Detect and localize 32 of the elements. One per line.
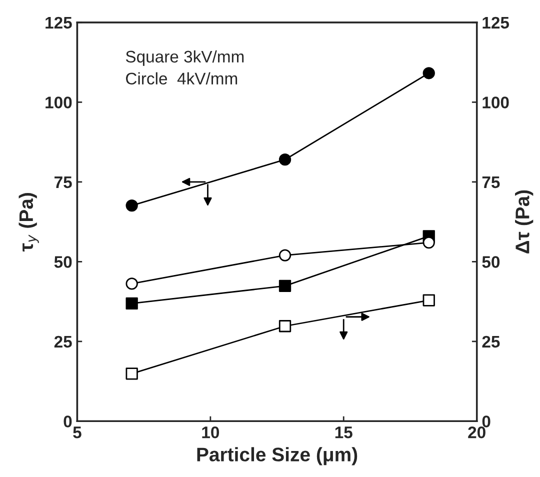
x-tick-label: 15	[335, 426, 352, 438]
y-tick-label: 100	[46, 96, 72, 108]
y2-tick-label: 75	[482, 176, 500, 188]
x-tick-label: 10	[202, 426, 220, 438]
y-tick-label: 0	[64, 416, 72, 428]
point	[278, 280, 292, 292]
y2-tick-label: 50	[482, 256, 500, 268]
annotation: Square 3kV/mm	[126, 50, 244, 66]
y2-tick-label: 0	[482, 416, 490, 428]
annotation: Circle 4kV/mm	[126, 72, 238, 85]
point	[278, 320, 292, 332]
y-tick-label: 75	[54, 176, 72, 188]
point	[126, 199, 138, 212]
point	[126, 297, 138, 310]
point	[278, 249, 292, 262]
x-tick-label: 5	[73, 426, 82, 438]
point	[422, 294, 435, 306]
point	[278, 154, 292, 166]
y2-axis-title: Δτ (Pa)	[515, 190, 534, 254]
x-tick-label: 20	[468, 426, 486, 438]
y-tick-label: 25	[54, 336, 72, 348]
y2-tick-label: 100	[482, 96, 509, 108]
y-tick-label: 50	[54, 256, 72, 268]
point	[422, 236, 435, 249]
x-axis-title: Particle Size (μm)	[197, 447, 358, 466]
y-axis-title: τ$_{y}$ (Pa)	[18, 193, 39, 252]
y2-tick-label: 125	[482, 16, 510, 29]
point	[422, 67, 435, 80]
point	[126, 368, 138, 380]
y-tick-label: 125	[46, 16, 72, 29]
y2-tick-label: 25	[482, 336, 500, 348]
point	[126, 278, 138, 290]
